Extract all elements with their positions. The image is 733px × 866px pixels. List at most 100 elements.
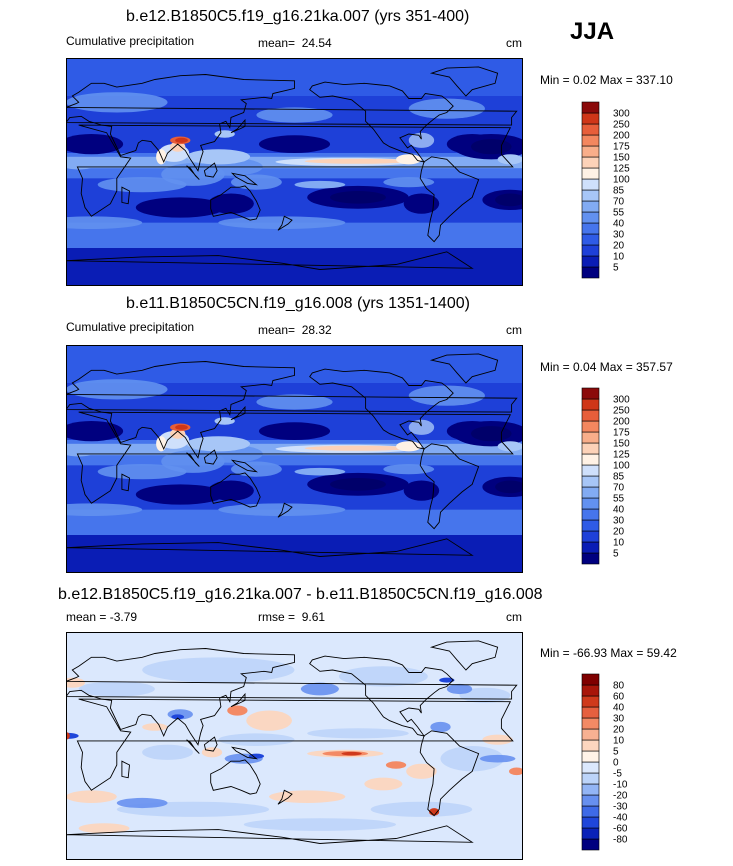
- colorbar-tick-label: 5: [613, 263, 619, 274]
- precip-contour-region: [97, 464, 187, 480]
- coastline: [277, 215, 293, 231]
- colorbar-tick-label: 300: [613, 395, 630, 406]
- colorbar-tick-label: 100: [613, 175, 630, 186]
- precip-contour-region: [383, 177, 435, 188]
- precip-contour-region: [97, 177, 187, 193]
- precip-contour-region: [304, 445, 412, 451]
- panel-1-mean-label: mean=: [258, 36, 296, 50]
- panel-2-mean-value: 28.32: [301, 323, 332, 337]
- colorbar-tick-label: 40: [613, 703, 625, 714]
- precip-contour-region: [135, 484, 225, 505]
- precip-contour-region: [78, 823, 130, 834]
- map-frame: [66, 345, 523, 573]
- panel-1-units: cm: [506, 36, 522, 50]
- panel-2-precip-map: [66, 345, 523, 573]
- precip-contour-region: [470, 426, 512, 442]
- precip-contour-region: [218, 503, 346, 516]
- colorbar-swatch: [581, 739, 600, 752]
- coastline: [66, 825, 474, 860]
- precip-contour-region: [66, 448, 94, 457]
- colorbar-tick-label: -20: [613, 791, 628, 802]
- colorbar-tick-label: 250: [613, 120, 630, 131]
- coastline: [121, 760, 130, 779]
- colorbar-swatch: [581, 409, 600, 422]
- precip-contour-region: [439, 677, 455, 683]
- coastline: [210, 185, 261, 221]
- coastline: [419, 156, 480, 243]
- panel-2-variable-label: Cumulative precipitation: [66, 320, 195, 334]
- panel-1-mean-value: 24.54: [301, 36, 332, 50]
- colorbar-tick-label: 40: [613, 505, 625, 516]
- precip-contour-region: [269, 790, 346, 803]
- precip-band: [66, 535, 523, 573]
- colorbar-swatch: [581, 717, 600, 730]
- coastline: [230, 118, 246, 134]
- colorbar-tick-label: 5: [613, 549, 619, 560]
- colorbar-swatch: [581, 684, 600, 697]
- colorbar-tick-label: -60: [613, 824, 628, 835]
- colorbar-tick-label: 20: [613, 725, 625, 736]
- precip-contour-region: [294, 467, 346, 476]
- precip-contour-region: [258, 135, 331, 153]
- colorbar-tick-label: -40: [613, 813, 628, 824]
- panel-1-precip-map: [66, 58, 523, 286]
- colorbar-tick-label: 175: [613, 142, 630, 153]
- colorbar-tick-label: 150: [613, 153, 630, 164]
- colorbar-swatch: [581, 827, 600, 840]
- season-label: JJA: [570, 18, 615, 45]
- precip-contour-region: [116, 797, 168, 809]
- colorbar-swatch: [581, 178, 600, 191]
- coastline: [230, 405, 246, 421]
- precip-contour-region: [408, 385, 485, 406]
- colorbar-swatch: [581, 794, 600, 807]
- precip-contour-region: [66, 92, 168, 113]
- precip-band: [66, 58, 523, 96]
- colorbar-tick-label: 125: [613, 164, 630, 175]
- precip-contour-region: [175, 137, 188, 143]
- coastline: [429, 640, 499, 671]
- colorbar-tick-label: 70: [613, 483, 625, 494]
- precip-contour-region: [330, 478, 386, 491]
- coastline: [203, 736, 218, 752]
- colorbar-tick-label: 85: [613, 472, 625, 483]
- colorbar-swatch: [581, 805, 600, 818]
- precip-contour-region: [170, 141, 186, 152]
- colorbar-swatch: [581, 772, 600, 785]
- precip-contour-region: [142, 723, 168, 731]
- coastlines: [66, 66, 518, 286]
- colorbar-swatch: [581, 783, 600, 796]
- colorbar-tick-label: 80: [613, 681, 625, 692]
- colorbar-swatch: [581, 145, 600, 158]
- colorbar-swatch: [581, 233, 600, 246]
- colorbar-swatch: [581, 255, 600, 268]
- panel-1-variable-label: Cumulative precipitation: [66, 34, 195, 48]
- precip-contour-region: [78, 681, 155, 697]
- precip-band: [66, 248, 523, 286]
- precip-contour-region: [135, 197, 225, 218]
- colorbar-tick-label: 200: [613, 417, 630, 428]
- precip-contour-region: [408, 98, 485, 119]
- coastline: [210, 472, 261, 508]
- coastline: [230, 459, 259, 473]
- precip-contour-region: [227, 705, 248, 716]
- coastline: [186, 739, 200, 754]
- precip-contour-region: [495, 480, 523, 494]
- colorbar-swatch: [581, 530, 600, 543]
- colorbar-tick-label: 60: [613, 692, 625, 703]
- precip-contour-region: [66, 379, 168, 400]
- colorbar-swatch: [581, 761, 600, 774]
- precip-contour-region: [66, 421, 124, 442]
- coastline: [66, 361, 518, 459]
- coastline: [210, 759, 261, 795]
- colorbar-swatch: [581, 211, 600, 224]
- precip-contour-region: [214, 417, 235, 425]
- precip-contour-region: [497, 441, 523, 452]
- precip-contour-region: [66, 216, 143, 229]
- coastlines: [66, 353, 518, 573]
- colorbar-swatch: [581, 497, 600, 510]
- colorbar-tick-label: 175: [613, 428, 630, 439]
- colorbar-tick-label: 20: [613, 241, 625, 252]
- coastline: [121, 473, 130, 492]
- coastline: [309, 81, 454, 163]
